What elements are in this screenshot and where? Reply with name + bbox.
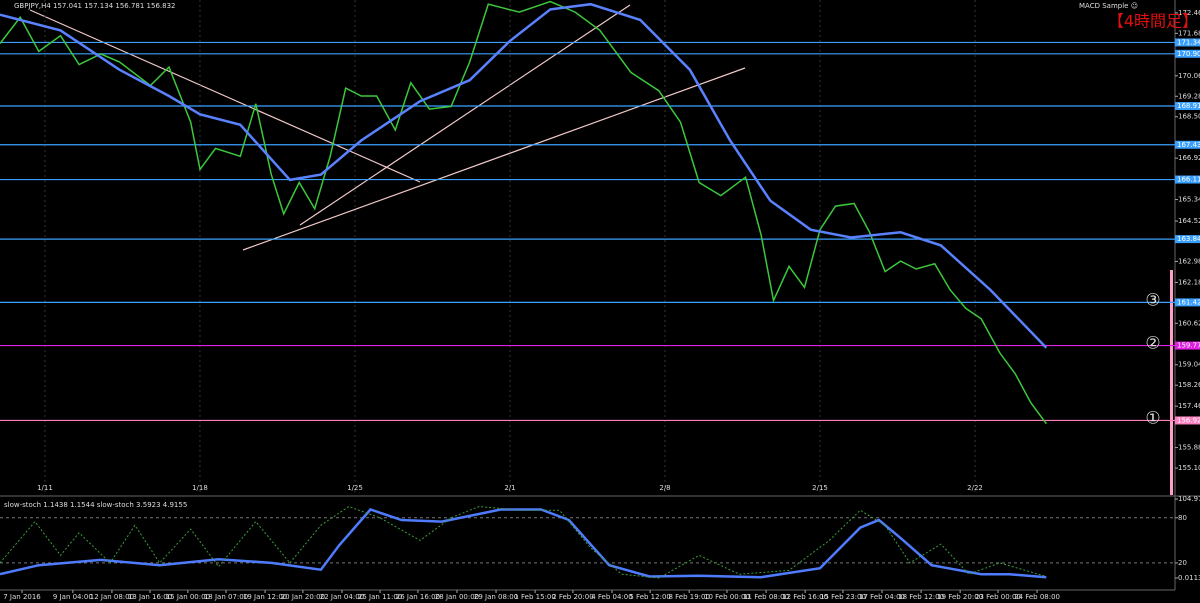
price-level-label: 168.917: [1177, 102, 1200, 110]
series-line: [0, 508, 1047, 579]
x-tick-label: 24 Feb 08:00: [1014, 593, 1060, 601]
x-tick-label: 2/22: [967, 484, 983, 492]
price-level-label: 161.426: [1177, 298, 1200, 306]
y-tick-label: 20: [1178, 559, 1187, 567]
price-level-label: 163.84: [1177, 235, 1200, 243]
y-tick-label: 162.988: [1178, 257, 1200, 265]
price-level-box: [1175, 341, 1200, 350]
x-tick-label: 1/11: [37, 484, 53, 492]
y-tick-label: 170.068: [1178, 72, 1200, 80]
x-tick-label: 11 Feb 08:00: [743, 593, 789, 601]
x-tick-label: 4 Feb 04:00: [591, 593, 632, 601]
x-tick-label: 15 Jan 00:00: [166, 593, 210, 601]
y-tick-label: 104.9791: [1178, 495, 1200, 503]
price-level-box: [1175, 49, 1200, 58]
price-level-box: [1175, 235, 1200, 244]
trend-line: [299, 4, 631, 226]
x-tick-label: 19 Feb 20:00: [937, 593, 983, 601]
x-tick-label: 25 Jan 11:00: [358, 593, 402, 601]
y-tick-label: 164.528: [1178, 217, 1200, 225]
x-tick-label: 9 Jan 04:00: [53, 593, 93, 601]
stoch-info: slow-stoch 1.1438 1.1544 slow-stoch 3.59…: [4, 501, 187, 509]
x-tick-label: 2 Feb 20:00: [552, 593, 593, 601]
series-line: [0, 505, 1047, 579]
x-tick-label: 26 Jan 16:00: [396, 593, 440, 601]
price-level-box: [1175, 140, 1200, 149]
x-tick-label: 2/1: [504, 484, 515, 492]
price-level-box: [1175, 38, 1200, 47]
price-level-label: 159.779: [1177, 342, 1200, 350]
symbol-info: GBPJPY,H4 157.041 157.134 156.781 156.83…: [14, 2, 176, 10]
price-level-box: [1175, 102, 1200, 111]
x-tick-label: 15 Feb 23:00: [820, 593, 866, 601]
x-tick-label: 19 Jan 12:00: [243, 593, 287, 601]
level-tag: ②: [1145, 334, 1160, 354]
y-tick-label: 168.508: [1178, 113, 1200, 121]
x-tick-label: 5 Feb 12:00: [629, 593, 670, 601]
price-level-box: [1175, 298, 1200, 307]
x-tick-label: 2/15: [812, 484, 828, 492]
x-tick-label: 23 Feb 00:00: [975, 593, 1021, 601]
y-tick-label: 169.288: [1178, 92, 1200, 100]
trend-line: [242, 67, 746, 251]
x-tick-label: 13 Jan 16:00: [128, 593, 172, 601]
x-tick-label: 29 Jan 08:00: [474, 593, 518, 601]
price-level-box: [1175, 416, 1200, 425]
level-tag: ①: [1145, 408, 1160, 428]
x-tick-label: 1 Feb 15:00: [514, 593, 555, 601]
price-level-label: 170.908: [1177, 50, 1200, 58]
y-tick-label: 165.348: [1178, 196, 1200, 204]
x-tick-label: 2/8: [659, 484, 670, 492]
x-tick-label: 20 Jan 20:00: [281, 593, 325, 601]
price-level-label: 156.923: [1177, 416, 1200, 424]
y-tick-label: 160.628: [1178, 319, 1200, 327]
level-tag: ③: [1145, 290, 1160, 310]
y-tick-label: 171.688: [1178, 29, 1200, 37]
x-tick-label: 22 Jan 04:00: [320, 593, 364, 601]
x-tick-label: 18 Jan 07:00: [204, 593, 248, 601]
y-tick-label: 166.928: [1178, 154, 1200, 162]
price-panel: 172.468171.688170.868170.068169.288168.5…: [0, 0, 1200, 495]
y-tick-label: 157.468: [1178, 402, 1200, 410]
y-tick-label: 155.888: [1178, 444, 1200, 452]
y-tick-label: 80: [1178, 514, 1187, 522]
x-tick-label: 12 Feb 16:00: [782, 593, 828, 601]
y-tick-label: 0.0113: [1178, 574, 1200, 582]
y-tick-label: 155.108: [1178, 464, 1200, 472]
x-tick-label: 1/25: [347, 484, 363, 492]
timeframe-title: 【4時間足】: [1108, 12, 1198, 31]
scroll-bar: [1170, 270, 1173, 495]
price-level-label: 171.341: [1177, 38, 1200, 46]
x-tick-label: 28 Jan 00:00: [435, 593, 479, 601]
x-tick-label: 12 Jan 08:00: [90, 593, 134, 601]
series-line: [0, 0, 1047, 425]
x-tick-label: 17 Feb 04:00: [859, 593, 905, 601]
price-level-label: 166.112: [1177, 176, 1200, 184]
y-tick-label: 158.268: [1178, 381, 1200, 389]
price-level-box: [1175, 175, 1200, 184]
series-line: [0, 2, 1048, 349]
x-tick-label: 18 Feb 12:00: [898, 593, 944, 601]
x-tick-label: 7 Jan 2016: [3, 593, 41, 601]
y-tick-label: 162.188: [1178, 278, 1200, 286]
x-tick-label: 10 Feb 00:00: [704, 593, 750, 601]
trend-line: [29, 9, 421, 183]
price-level-label: 167.438: [1177, 141, 1200, 149]
y-tick-label: 172.468: [1178, 9, 1200, 17]
y-tick-label: 159.048: [1178, 361, 1200, 369]
x-tick-label: 8 Feb 19:00: [668, 593, 709, 601]
indicator-name: MACD Sample ☺: [1079, 2, 1138, 10]
x-tick-label: 1/18: [192, 484, 208, 492]
